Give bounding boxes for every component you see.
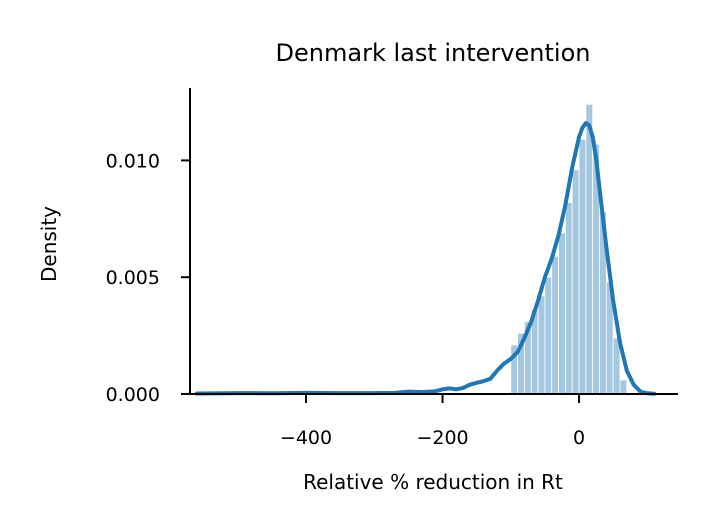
histogram-bar (578, 138, 587, 395)
histogram-bar (564, 202, 573, 395)
histogram-bar (537, 295, 546, 395)
y-tick-label: 0.010 (106, 150, 160, 172)
histogram-bar (558, 232, 566, 395)
y-tick-label: 0.000 (106, 384, 160, 406)
x-tick-label: 0 (573, 427, 585, 449)
x-tick-label: −200 (416, 427, 468, 449)
x-tick-label: −400 (280, 427, 332, 449)
x-axis-label: Relative % reduction in Rt (303, 470, 563, 494)
y-tick-label: 0.005 (106, 267, 160, 289)
histogram-bar (551, 255, 559, 395)
histogram-bar (544, 276, 553, 395)
kde-series-line (194, 121, 657, 396)
histogram-bar (619, 379, 628, 395)
x-axis-ticks: −400 −200 0 (280, 394, 585, 449)
chart-title: Denmark last intervention (276, 39, 591, 67)
histogram-bars (510, 103, 628, 395)
histogram-bar (571, 169, 580, 395)
y-axis-ticks: 0.000 0.005 0.010 (106, 150, 190, 406)
histogram-bar (585, 103, 594, 395)
y-axis-label: Density (37, 206, 61, 282)
